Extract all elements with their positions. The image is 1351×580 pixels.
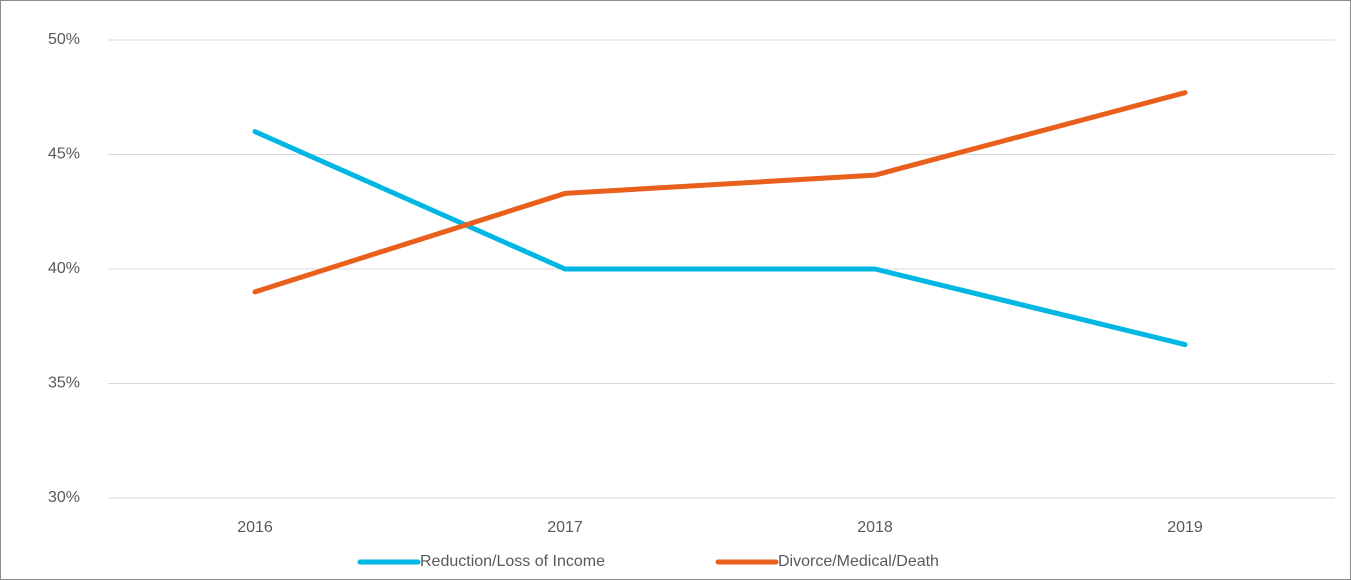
legend-label: Reduction/Loss of Income bbox=[420, 553, 605, 570]
y-tick-label: 35% bbox=[48, 375, 80, 392]
series-line bbox=[252, 129, 1188, 348]
y-tick-label: 30% bbox=[48, 489, 80, 506]
y-tick-label: 40% bbox=[48, 260, 80, 277]
series-line bbox=[252, 90, 1188, 295]
x-tick-label: 2019 bbox=[1167, 519, 1203, 536]
y-tick-label: 45% bbox=[48, 146, 80, 163]
x-tick-label: 2016 bbox=[237, 519, 273, 536]
x-tick-label: 2017 bbox=[547, 519, 583, 536]
y-tick-label: 50% bbox=[48, 31, 80, 48]
legend-label: Divorce/Medical/Death bbox=[778, 553, 939, 570]
x-tick-label: 2018 bbox=[857, 519, 893, 536]
